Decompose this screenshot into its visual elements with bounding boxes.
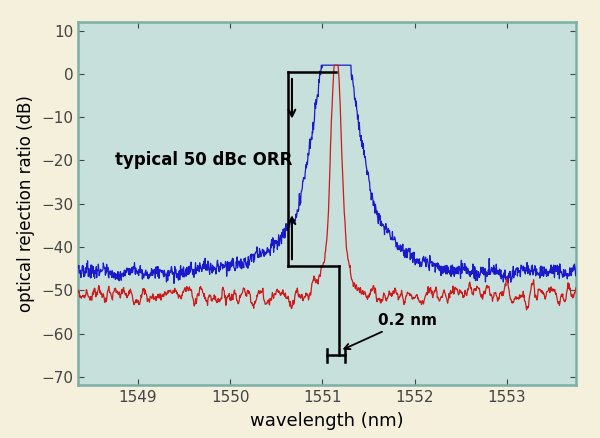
Text: typical 50 dBc ORR: typical 50 dBc ORR <box>115 151 292 169</box>
Text: 0.2 nm: 0.2 nm <box>344 313 437 349</box>
X-axis label: wavelength (nm): wavelength (nm) <box>250 412 404 430</box>
Y-axis label: optical rejection ratio (dB): optical rejection ratio (dB) <box>17 95 35 312</box>
